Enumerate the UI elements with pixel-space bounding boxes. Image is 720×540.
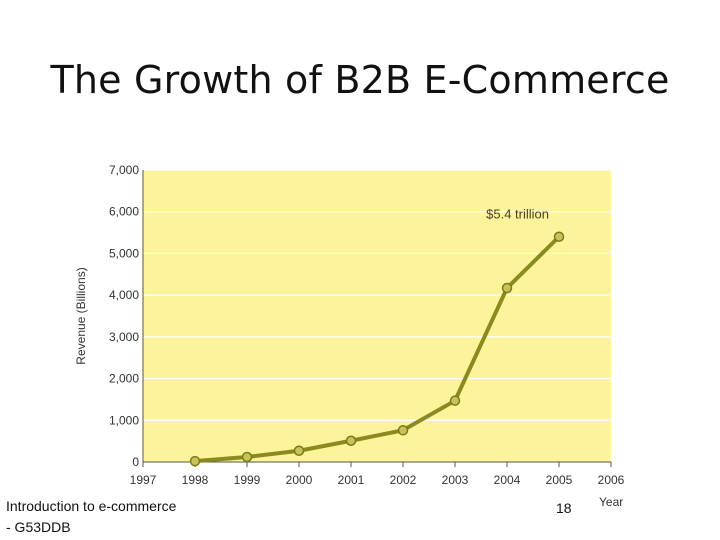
annotations: $5.4 trillion [486,207,549,222]
annotation-label: $5.4 trillion [486,207,549,222]
y-tick-label: 2,000 [109,372,139,386]
x-tick-label: 2004 [494,473,521,487]
series-line [194,235,561,464]
gridlines [143,169,611,421]
footer-course-code: - G53DDB [6,519,71,535]
y-tick-label: 6,000 [109,205,139,219]
x-axis-label: Year [599,495,623,509]
footer-course-title: Introduction to e-commerce [6,498,177,514]
y-tick-label: 0 [132,455,139,469]
x-tick-label: 2002 [390,473,417,487]
axes [142,170,611,463]
x-tick-label: 2000 [286,473,313,487]
footer: Introduction to e-commerce - G53DDB [6,496,246,538]
x-tick-label: 2003 [442,473,469,487]
data-point [345,435,357,446]
plot-area [143,170,611,462]
slide-title: The Growth of B2B E-Commerce [50,58,670,102]
y-tick-label: 4,000 [109,288,139,302]
x-tick-label: 2006 [598,473,625,487]
x-tick-label: 1997 [130,473,157,487]
data-point [293,445,305,456]
x-tick-labels: 1997 1998 1999 2000 2001 2002 2003 2004 2005 2006 [130,462,625,487]
x-tick-label: 1998 [182,473,209,487]
x-tick-label: 1999 [234,473,261,487]
y-tick-labels: 0 1,000 2,000 3,000 4,000 5,000 6,000 7,000 [109,163,139,469]
data-point [501,282,513,294]
y-axis-label: Revenue (Billions) [74,267,88,364]
x-tick-label: 2005 [546,473,573,487]
page-number: 18 [556,500,572,516]
data-point [241,451,253,463]
data-point [553,231,565,242]
y-tick-label: 5,000 [109,246,139,260]
x-tick-label: 2001 [338,473,365,487]
revenue-line-chart: 0 1,000 2,000 3,000 4,000 5,000 6,000 7,000 199… [74,163,625,509]
series-layer [189,231,565,467]
data-point [189,455,201,467]
revenue-chart: 0 1,000 2,000 3,000 4,000 5,000 6,000 7,000 199… [60,150,640,520]
data-point [397,425,409,436]
y-tick-label: 1,000 [109,413,139,427]
y-tick-label: 7,000 [109,163,139,177]
data-point [449,395,461,406]
y-tick-label: 3,000 [109,330,139,344]
